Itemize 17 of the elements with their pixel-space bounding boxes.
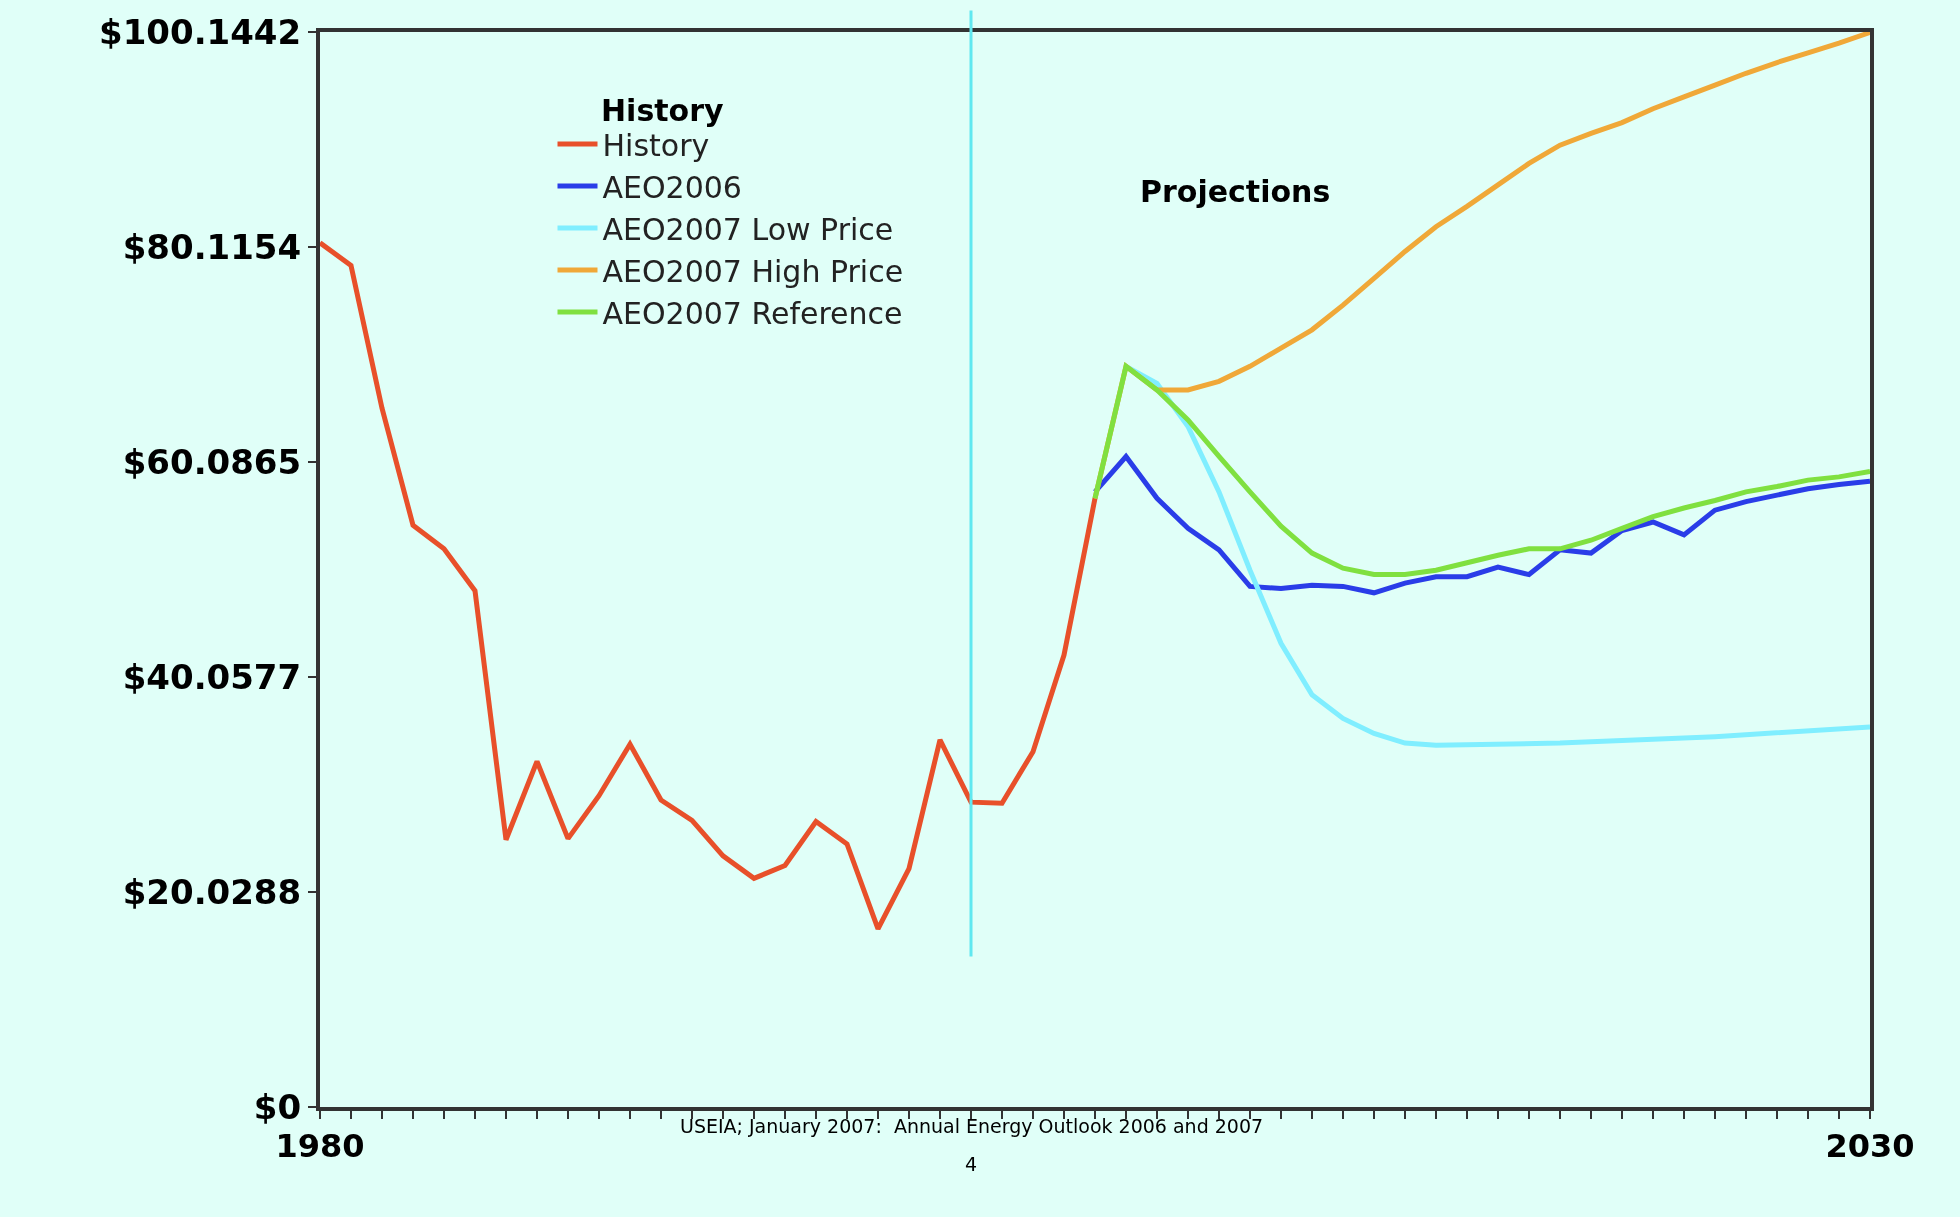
x-tick-label: 1980 bbox=[275, 1127, 365, 1166]
x-tick-label: 2030 bbox=[1825, 1127, 1915, 1166]
y-tick-label: $60.0865 bbox=[122, 441, 302, 482]
annotation: Projections bbox=[1140, 174, 1331, 209]
y-tick-label: $100.1442 bbox=[99, 11, 302, 52]
y-tick-label: $20.0288 bbox=[122, 871, 302, 912]
y-tick-label: $0 bbox=[253, 1086, 302, 1127]
text: USEIA; January 2007: Annual Energy Outlook 2006 and 2007 bbox=[680, 1115, 1264, 1137]
legend-label: AEO2006 bbox=[602, 169, 742, 205]
y-tick-label: $40.0577 bbox=[122, 656, 302, 697]
annotation: History bbox=[601, 93, 724, 128]
legend-label: AEO2007 Reference bbox=[602, 295, 903, 331]
y-tick-label: $80.1154 bbox=[122, 226, 302, 267]
legend-label: History bbox=[602, 127, 710, 163]
legend-label: AEO2007 High Price bbox=[602, 253, 904, 289]
legend-label: AEO2007 Low Price bbox=[602, 211, 894, 247]
text: 4 bbox=[965, 1153, 978, 1175]
